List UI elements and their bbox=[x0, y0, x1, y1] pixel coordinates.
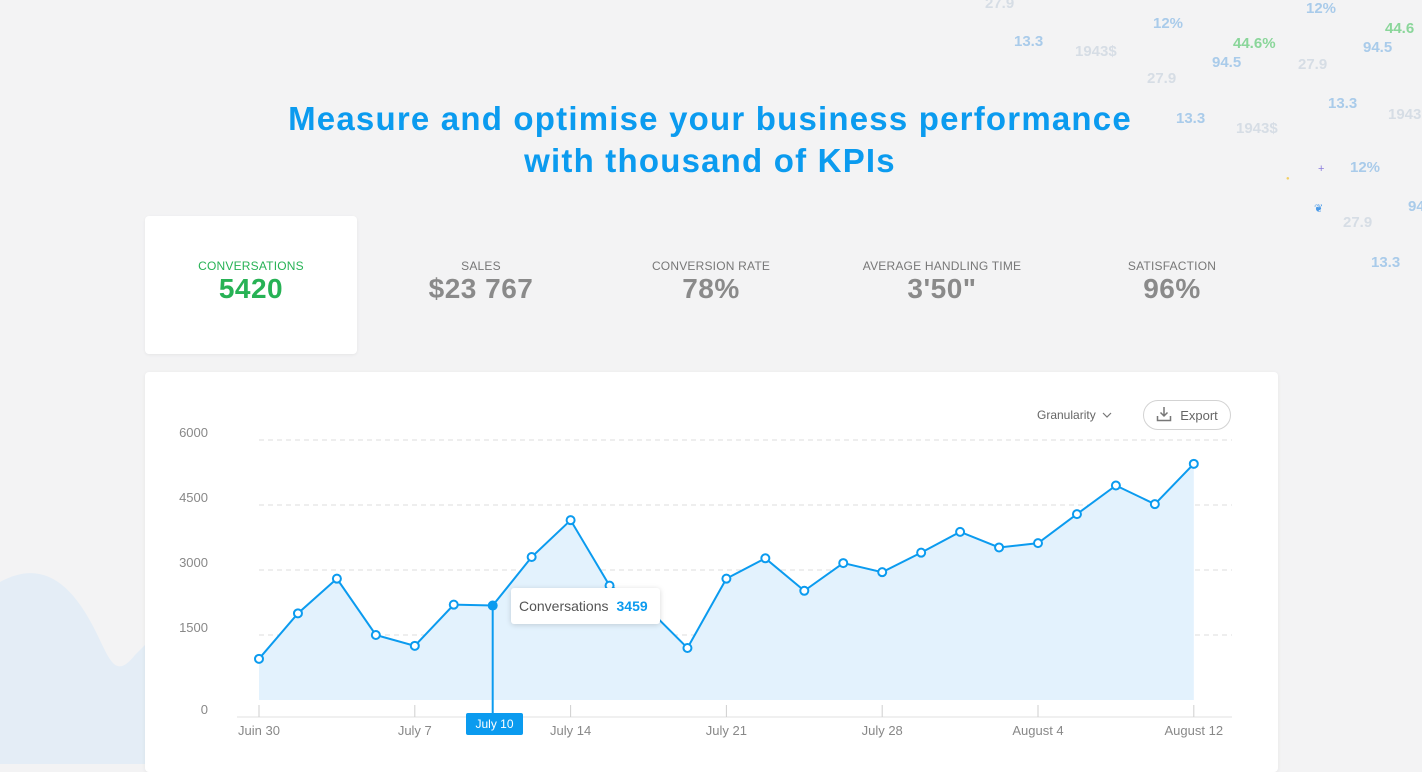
chart-card: Granularity Export 0 1500 3000 4500 6000 Juin… bbox=[145, 372, 1278, 772]
data-point bbox=[526, 552, 537, 562]
data-point bbox=[1149, 499, 1160, 510]
floating-number: 12% bbox=[1350, 159, 1381, 176]
data-point bbox=[254, 653, 264, 664]
tooltip-value: 3459 bbox=[616, 598, 648, 614]
data-point bbox=[916, 547, 927, 558]
x-tick-label: Juin 30 bbox=[238, 723, 280, 738]
granularity-label: Granularity bbox=[1037, 408, 1096, 422]
floating-number: 94.5 bbox=[1363, 39, 1393, 56]
chevron-down-icon bbox=[1102, 408, 1112, 422]
data-point bbox=[877, 567, 888, 578]
kpi-tab-conversations[interactable]: CONVERSATIONS 5420 bbox=[145, 216, 357, 354]
kpi-value: 78% bbox=[682, 273, 740, 304]
data-point bbox=[994, 542, 1005, 553]
data-point bbox=[1071, 509, 1082, 520]
tooltip-label: Conversations bbox=[519, 598, 609, 614]
kpi-value: $23 767 bbox=[428, 273, 534, 304]
floating-number: 27.9 bbox=[985, 0, 1015, 12]
floating-number: 1943$ bbox=[1075, 43, 1117, 60]
kpi-tab-average-handling-time[interactable]: AVERAGE HANDLING TIME 3'50" bbox=[836, 216, 1048, 354]
x-tick-label: July 7 bbox=[398, 723, 432, 738]
data-point bbox=[331, 573, 342, 584]
floating-number: 27.9 bbox=[1298, 56, 1328, 73]
granularity-dropdown[interactable]: Granularity bbox=[1037, 408, 1112, 422]
kpi-tab-conversion-rate[interactable]: CONVERSION RATE 78% bbox=[605, 216, 817, 354]
data-point bbox=[1110, 480, 1121, 491]
floating-number: 44.6 bbox=[1385, 20, 1415, 37]
floating-number: 94.5 bbox=[1212, 54, 1242, 71]
kpi-tab-sales[interactable]: SALES $23 767 bbox=[375, 216, 587, 354]
floating-number: 13.3 bbox=[1328, 95, 1358, 112]
kpi-label: SALES bbox=[461, 259, 501, 273]
y-tick-label: 6000 bbox=[179, 425, 208, 440]
data-point bbox=[409, 640, 420, 651]
floating-number: 1943 bbox=[1388, 106, 1422, 123]
data-point bbox=[370, 630, 381, 640]
floating-number: 44.6% bbox=[1233, 35, 1276, 52]
floating-number: 13.3 bbox=[1371, 254, 1401, 271]
data-point bbox=[682, 643, 693, 653]
y-tick-label: 4500 bbox=[179, 490, 208, 505]
decorative-shape-icon: ❦ bbox=[1314, 203, 1324, 215]
floating-number: 27.9 bbox=[1343, 214, 1373, 231]
floating-number: 12% bbox=[1306, 0, 1337, 17]
data-point bbox=[565, 515, 576, 526]
y-tick-label: 0 bbox=[201, 702, 208, 717]
data-point bbox=[1033, 538, 1043, 549]
download-icon bbox=[1156, 406, 1172, 425]
x-tick-label: July 21 bbox=[706, 723, 747, 738]
x-tick-label: July 14 bbox=[550, 723, 591, 738]
conversations-chart: 0 1500 3000 4500 6000 Juin 30 July 7 July 14 Jul… bbox=[179, 425, 1232, 738]
x-tick-label: August 12 bbox=[1165, 723, 1224, 738]
kpi-value: 96% bbox=[1143, 273, 1201, 304]
kpi-label: CONVERSATIONS bbox=[198, 259, 304, 273]
data-point bbox=[838, 558, 849, 569]
hero-title-line1: Measure and optimise your business perfo… bbox=[288, 100, 1132, 137]
data-point bbox=[292, 608, 303, 619]
decorative-shape-icon: ● bbox=[1286, 176, 1290, 182]
data-point bbox=[448, 599, 459, 610]
kpi-label: SATISFACTION bbox=[1127, 259, 1217, 273]
decorative-shape-icon: + bbox=[1318, 163, 1325, 175]
data-point bbox=[760, 553, 771, 564]
export-button[interactable]: Export bbox=[1143, 400, 1231, 430]
kpi-value: 5420 bbox=[218, 273, 284, 304]
hero-title-line2: with thousand of KPIs bbox=[524, 142, 896, 179]
floating-number: 27.9 bbox=[1147, 70, 1177, 87]
y-tick-label: 3000 bbox=[179, 555, 208, 570]
data-point bbox=[721, 573, 732, 584]
hero-title: Measure and optimise your business perfo… bbox=[200, 98, 1220, 182]
highlight-point bbox=[487, 600, 498, 611]
floating-number: 13.3 bbox=[1014, 33, 1044, 50]
floating-number: 12% bbox=[1153, 15, 1184, 32]
kpi-label: AVERAGE HANDLING TIME bbox=[862, 259, 1022, 273]
export-label: Export bbox=[1180, 407, 1218, 423]
active-date-badge: July 10 bbox=[466, 713, 523, 735]
data-point bbox=[955, 526, 966, 537]
floating-number: 1943$ bbox=[1236, 120, 1278, 137]
chart-tooltip: Conversations 3459 bbox=[511, 588, 660, 624]
x-tick-label: August 4 bbox=[1012, 723, 1063, 738]
y-tick-label: 1500 bbox=[179, 620, 208, 635]
data-point bbox=[1188, 458, 1199, 469]
kpi-label: CONVERSION RATE bbox=[651, 259, 771, 273]
kpi-tab-satisfaction[interactable]: SATISFACTION 96% bbox=[1066, 216, 1278, 354]
data-point bbox=[799, 585, 810, 596]
floating-number: 94 bbox=[1408, 198, 1422, 215]
x-tick-label: July 28 bbox=[862, 723, 903, 738]
kpi-value: 3'50" bbox=[907, 273, 977, 304]
